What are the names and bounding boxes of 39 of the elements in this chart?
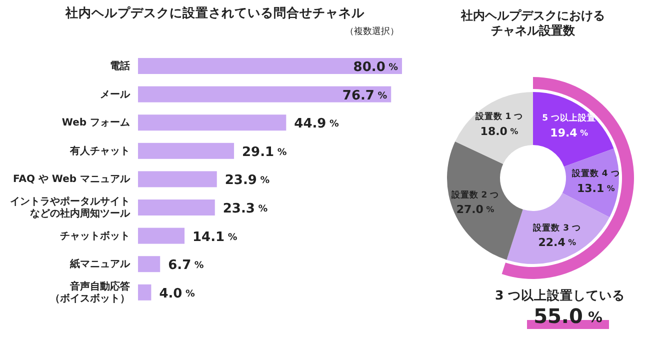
donut-slice xyxy=(506,193,610,264)
bar xyxy=(138,86,392,102)
data-label: 6.7 % xyxy=(168,258,204,273)
donut-slice xyxy=(455,92,533,164)
bar xyxy=(138,200,215,216)
y-tick-label: チャットボット xyxy=(60,230,130,242)
y-tick-label: 音声自動応答（ボイスボット） xyxy=(50,280,131,304)
slice-label: 設置数 2 つ xyxy=(450,189,500,200)
data-label: 4.0 % xyxy=(159,286,196,301)
bar xyxy=(138,114,286,131)
chart-title: 社内ヘルプデスクに設置されている問合せチャネル xyxy=(64,5,366,20)
data-label: 44.9 % xyxy=(294,116,340,132)
y-tick-label: 有人チャット xyxy=(69,144,130,157)
bar xyxy=(138,142,234,159)
bar xyxy=(138,171,217,188)
donut-slice xyxy=(447,141,523,260)
slice-label: 設置数 1 つ xyxy=(474,111,524,122)
bar xyxy=(138,58,402,74)
donut-slice xyxy=(533,92,614,167)
y-tick-label: 電話 xyxy=(110,60,130,72)
y-tick-label: FAQ や Web マニュアル xyxy=(13,174,131,185)
chart-title: 社内ヘルプデスクにおけるチャネル設置数 xyxy=(460,8,605,38)
data-label: 29.1 % xyxy=(242,144,288,160)
y-tick-label: イントラやポータルサイトなどの社内周知ツール xyxy=(10,196,131,220)
bar xyxy=(138,256,160,272)
slice-label: 3 つ以上設置している xyxy=(494,287,626,302)
data-label: 14.1 % xyxy=(192,229,238,244)
bar xyxy=(138,228,185,244)
data-label: 23.3 % xyxy=(222,201,268,216)
y-tick-label: 紙マニュアル xyxy=(69,258,131,270)
data-label: 76.7 % xyxy=(342,88,388,103)
chart-subtitle: （複数選択） xyxy=(345,26,399,37)
bar xyxy=(138,284,152,300)
y-tick-label: メール xyxy=(100,89,131,100)
slice-label: 設置数 4 つ xyxy=(570,168,620,180)
slice-label: 設置数 3 つ xyxy=(532,222,582,234)
y-tick-label: Web フォーム xyxy=(62,117,130,128)
data-label: 80.0 % xyxy=(353,60,399,75)
data-label: 23.9 % xyxy=(224,172,270,188)
